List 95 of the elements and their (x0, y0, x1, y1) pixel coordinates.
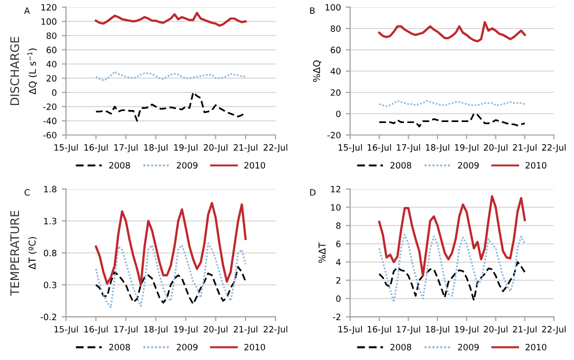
y-tick-label: 0 (336, 110, 341, 118)
x-tick-label: 16-Jul (84, 326, 108, 334)
y-tick-label: 6 (336, 240, 341, 248)
x-tick-label: 17-Jul (114, 326, 138, 334)
x-tick-label: 16-Jul (368, 326, 391, 334)
x-tick-label: 21-Jul (234, 326, 258, 334)
x-tick-label: 22-Jul (264, 144, 288, 152)
x-tick-label: 21-Jul (512, 144, 536, 152)
y-axis-title: ΔT (ºC) (28, 237, 37, 270)
legend-label: 2008 (109, 162, 130, 169)
y-tick-label: 120 (41, 4, 56, 11)
x-tick-label: 21-Jul (234, 144, 258, 152)
x-tick-label: 17-Jul (114, 144, 138, 152)
line-series (94, 12, 247, 27)
chart-title: D (310, 189, 316, 196)
y-tick-label: 4 (336, 259, 341, 266)
legend-label: 2010 (526, 162, 546, 169)
y-tick-label: 1.8 (44, 186, 56, 192)
text: DISCHARGE (10, 36, 20, 105)
line-series (378, 195, 526, 277)
y-tick-label: 80 (330, 25, 341, 32)
x-tick-label: 19-Jul (174, 144, 198, 152)
line-series (95, 266, 246, 305)
line-series (378, 261, 526, 302)
legend-label: 2009 (458, 344, 479, 350)
x-tick-label: 17-Jul (396, 326, 420, 334)
y-axis-title: ΔQ (L s$^{−1}$) (27, 48, 37, 94)
y-tick-label: 100 (326, 4, 341, 11)
legend-label: 2008 (390, 162, 412, 169)
x-tick-label: 15-Jul (54, 326, 78, 334)
x-tick-label: 15-Jul (338, 326, 362, 334)
y-tick-label: 0 (52, 89, 56, 96)
y-tick-label: 20 (46, 75, 56, 82)
line-series (95, 92, 246, 122)
legend-label: 2009 (176, 344, 198, 350)
y-axis-title: %ΔT (318, 242, 326, 263)
legend-label: 2009 (458, 162, 479, 169)
legend-label: 2009 (176, 162, 198, 169)
legend-label: 2010 (244, 162, 266, 169)
y-tick-label: -0.2 (40, 314, 56, 320)
legend-label: 2008 (390, 344, 412, 350)
y-tick-label: -20 (43, 103, 56, 110)
x-tick-label: 21-Jul (512, 326, 536, 334)
y-tick-label: 60 (330, 46, 341, 54)
x-tick-label: 15-Jul (54, 144, 78, 152)
y-tick-label: 0.3 (44, 282, 56, 288)
x-tick-label: 18-Jul (426, 326, 450, 334)
chart-title: C (24, 189, 30, 196)
x-tick-label: 18-Jul (144, 326, 168, 334)
x-tick-label: 19-Jul (455, 144, 478, 152)
y-tick-label: -20 (327, 132, 341, 138)
x-tick-label: 19-Jul (455, 326, 478, 334)
y-tick-label: 80 (46, 32, 56, 39)
line-series (378, 112, 526, 128)
line-series (378, 234, 526, 304)
line-series (378, 21, 526, 42)
legend-label: 2010 (244, 344, 266, 350)
x-tick-label: 22-Jul (542, 144, 566, 152)
y-tick-label: 10 (331, 204, 341, 211)
x-tick-label: 15-Jul (338, 144, 362, 152)
text: TEMPERATURE (10, 210, 20, 296)
legend-label: 2010 (526, 344, 546, 350)
y-tick-label: 100 (41, 18, 56, 25)
legend-label: 2008 (109, 344, 130, 350)
y-tick-label: 20 (330, 89, 341, 96)
chart-title: A (24, 7, 30, 14)
x-tick-label: 22-Jul (264, 326, 288, 334)
line-series (95, 242, 246, 308)
x-tick-label: 16-Jul (84, 144, 108, 152)
chart-title: B (310, 7, 315, 14)
x-tick-label: 19-Jul (174, 326, 198, 334)
y-tick-label: 1.3 (44, 218, 56, 224)
y-tick-label: 40 (330, 68, 341, 74)
x-tick-label: 17-Jul (396, 144, 420, 152)
y-tick-label: -60 (43, 132, 56, 138)
y-tick-label: 8 (336, 222, 341, 229)
y-tick-label: 60 (46, 46, 56, 54)
x-tick-label: 18-Jul (426, 144, 450, 152)
y-tick-label: 0.8 (44, 250, 56, 256)
x-tick-label: 20-Jul (484, 326, 508, 334)
line-series (94, 202, 247, 286)
x-tick-label: 20-Jul (484, 144, 508, 152)
x-tick-label: 20-Jul (204, 144, 228, 152)
y-axis-title: %ΔQ (313, 60, 322, 82)
y-tick-label: 40 (46, 60, 56, 68)
y-tick-label: 0 (336, 295, 341, 302)
x-tick-label: 22-Jul (542, 326, 566, 334)
x-tick-label: 20-Jul (204, 326, 228, 334)
y-tick-label: -2 (332, 314, 340, 320)
x-tick-label: 18-Jul (144, 144, 168, 152)
x-tick-label: 16-Jul (368, 144, 391, 152)
y-tick-label: 12 (331, 186, 340, 192)
y-tick-label: -40 (43, 118, 56, 124)
y-tick-label: 2 (336, 277, 340, 284)
line-series (95, 70, 246, 82)
